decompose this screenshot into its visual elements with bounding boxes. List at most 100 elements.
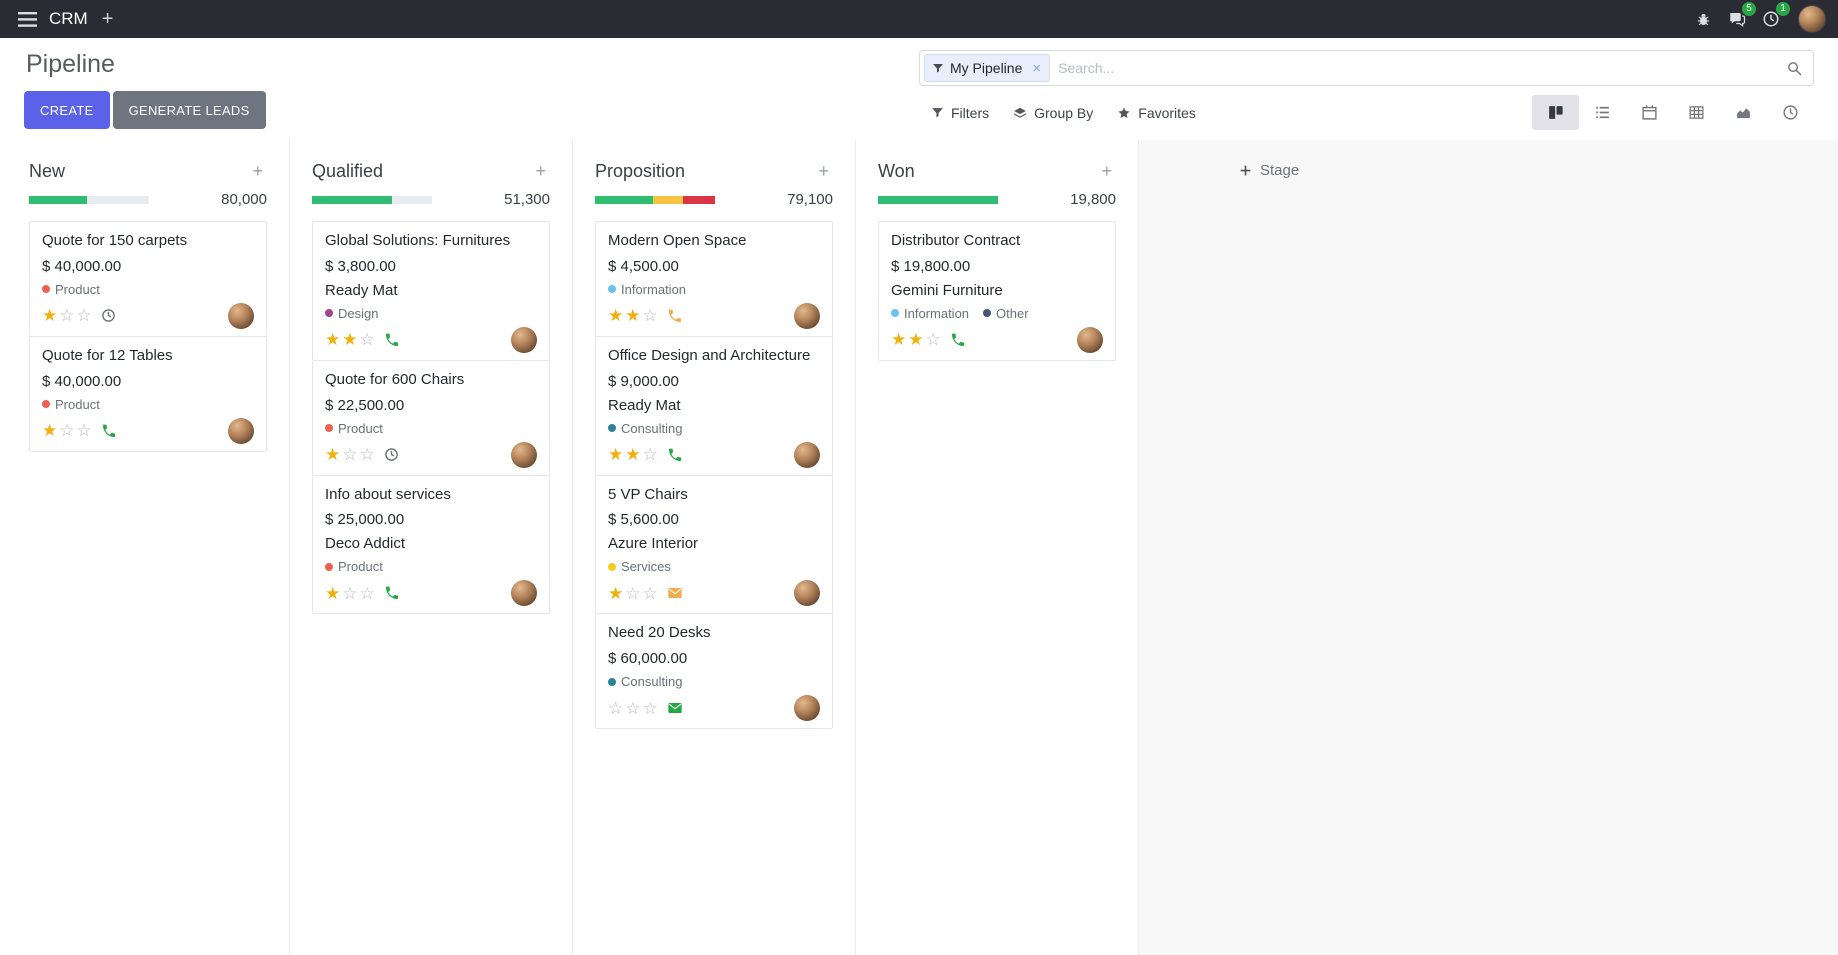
- view-graph-button[interactable]: [1720, 95, 1767, 130]
- kanban-card[interactable]: 5 VP Chairs $ 5,600.00 Azure Interior Servi…: [595, 474, 833, 615]
- priority-star-icon[interactable]: ☆: [625, 698, 641, 718]
- search-input[interactable]: [1050, 60, 1786, 76]
- priority-star-icon[interactable]: ★: [608, 445, 624, 464]
- progress-segment[interactable]: [29, 195, 87, 204]
- kanban-card[interactable]: Distributor Contract $ 19,800.00 Gemini Fu…: [878, 221, 1116, 361]
- user-avatar[interactable]: [1798, 5, 1826, 33]
- priority-stars[interactable]: ★ ★ ☆: [325, 331, 375, 348]
- view-activity-button[interactable]: [1767, 95, 1814, 130]
- column-progressbar[interactable]: [312, 195, 432, 204]
- progress-segment[interactable]: [595, 195, 653, 204]
- progress-segment[interactable]: [312, 195, 393, 204]
- card-avatar[interactable]: [228, 417, 254, 444]
- activity-clock-icon[interactable]: [384, 447, 399, 462]
- priority-star-icon[interactable]: ☆: [359, 330, 375, 350]
- create-button[interactable]: CREATE: [24, 91, 110, 129]
- activity-phone-icon[interactable]: [101, 423, 117, 439]
- activity-clock-icon[interactable]: [101, 308, 116, 323]
- priority-star-icon[interactable]: ★: [608, 306, 624, 326]
- activity-phone-icon[interactable]: [950, 332, 966, 348]
- column-quick-add-button[interactable]: +: [252, 161, 263, 181]
- priority-stars[interactable]: ★ ☆ ☆: [325, 446, 375, 463]
- column-quick-add-button[interactable]: +: [1101, 161, 1112, 181]
- card-avatar[interactable]: [511, 326, 537, 353]
- column-progressbar[interactable]: [29, 195, 149, 204]
- kanban-card[interactable]: Office Design and Architecture $ 9,000.00…: [595, 335, 833, 476]
- column-progressbar[interactable]: [595, 195, 715, 204]
- card-avatar[interactable]: [794, 302, 820, 329]
- kanban-card[interactable]: Global Solutions: Furnitures $ 3,800.00 Re…: [312, 221, 550, 361]
- activity-phone-icon[interactable]: [667, 447, 683, 463]
- apps-menu-button[interactable]: [10, 6, 45, 33]
- view-kanban-button[interactable]: [1532, 95, 1579, 130]
- priority-star-icon[interactable]: ☆: [359, 583, 375, 603]
- priority-star-icon[interactable]: ☆: [359, 445, 375, 464]
- favorites-button[interactable]: Favorites: [1105, 97, 1208, 129]
- activity-envelope-icon[interactable]: [667, 585, 683, 601]
- priority-star-icon[interactable]: ★: [908, 330, 924, 350]
- priority-star-icon[interactable]: ☆: [59, 306, 75, 326]
- card-avatar[interactable]: [511, 441, 537, 468]
- priority-star-icon[interactable]: ★: [325, 445, 341, 464]
- priority-star-icon[interactable]: ★: [325, 583, 341, 603]
- priority-stars[interactable]: ★ ☆ ☆: [42, 307, 92, 324]
- priority-star-icon[interactable]: ★: [891, 330, 907, 350]
- activity-phone-icon[interactable]: [384, 332, 400, 348]
- kanban-card[interactable]: Quote for 12 Tables $ 40,000.00 Product ★ ☆ ☆: [29, 335, 267, 452]
- priority-star-icon[interactable]: ☆: [76, 306, 92, 326]
- priority-star-icon[interactable]: ☆: [342, 583, 358, 603]
- priority-star-icon[interactable]: ★: [625, 306, 641, 326]
- priority-star-icon[interactable]: ★: [608, 583, 624, 603]
- priority-stars[interactable]: ★ ☆ ☆: [42, 422, 92, 439]
- systray-add-button[interactable]: +: [94, 8, 122, 31]
- activity-phone-icon[interactable]: [667, 308, 683, 324]
- activity-phone-icon[interactable]: [384, 585, 400, 601]
- activity-envelope-icon[interactable]: [667, 700, 683, 716]
- card-avatar[interactable]: [228, 302, 254, 329]
- group-by-button[interactable]: Group By: [1001, 97, 1105, 129]
- filters-button[interactable]: Filters: [919, 97, 1001, 129]
- messages-menu-button[interactable]: 5: [1720, 2, 1756, 34]
- progress-segment[interactable]: [652, 195, 683, 204]
- priority-star-icon[interactable]: ☆: [925, 330, 941, 350]
- search-icon[interactable]: [1786, 60, 1803, 77]
- activities-menu-button[interactable]: 1: [1754, 2, 1790, 34]
- card-avatar[interactable]: [511, 580, 537, 607]
- search-facet[interactable]: My Pipeline ×: [924, 54, 1051, 82]
- priority-star-icon[interactable]: ☆: [76, 421, 92, 440]
- priority-star-icon[interactable]: ☆: [342, 445, 358, 464]
- priority-star-icon[interactable]: ☆: [59, 421, 75, 440]
- view-calendar-button[interactable]: [1626, 95, 1673, 130]
- column-progressbar[interactable]: [878, 195, 998, 204]
- priority-star-icon[interactable]: ☆: [642, 583, 658, 603]
- kanban-card[interactable]: Modern Open Space $ 4,500.00 Information ★ ★…: [595, 221, 833, 337]
- priority-star-icon[interactable]: ★: [325, 330, 341, 350]
- priority-star-icon[interactable]: ☆: [642, 306, 658, 326]
- priority-star-icon[interactable]: ★: [625, 445, 641, 464]
- kanban-card[interactable]: Need 20 Desks $ 60,000.00 Consulting ☆ ☆ ☆: [595, 613, 833, 729]
- progress-segment[interactable]: [878, 195, 998, 204]
- card-avatar[interactable]: [794, 580, 820, 607]
- priority-star-icon[interactable]: ☆: [625, 583, 641, 603]
- priority-stars[interactable]: ☆ ☆ ☆: [608, 700, 658, 717]
- priority-stars[interactable]: ★ ☆ ☆: [325, 585, 375, 602]
- card-avatar[interactable]: [1077, 326, 1103, 353]
- kanban-card[interactable]: Quote for 600 Chairs $ 22,500.00 Product ★ ☆…: [312, 359, 550, 476]
- progress-segment[interactable]: [682, 195, 715, 204]
- search-bar[interactable]: My Pipeline ×: [919, 50, 1814, 86]
- kanban-card[interactable]: Quote for 150 carpets $ 40,000.00 Product ★…: [29, 221, 267, 337]
- priority-star-icon[interactable]: ☆: [608, 698, 624, 718]
- facet-remove-icon[interactable]: ×: [1032, 59, 1042, 77]
- priority-star-icon[interactable]: ★: [342, 330, 358, 350]
- priority-stars[interactable]: ★ ★ ☆: [608, 307, 658, 324]
- priority-star-icon[interactable]: ★: [42, 306, 58, 326]
- column-quick-add-button[interactable]: +: [535, 161, 546, 181]
- priority-stars[interactable]: ★ ★ ☆: [891, 331, 941, 348]
- priority-star-icon[interactable]: ☆: [642, 698, 658, 718]
- card-avatar[interactable]: [794, 441, 820, 468]
- priority-star-icon[interactable]: ★: [42, 421, 58, 440]
- add-stage-button[interactable]: Stage: [1239, 162, 1299, 179]
- view-list-button[interactable]: [1579, 95, 1626, 130]
- generate-leads-button[interactable]: GENERATE LEADS: [112, 91, 266, 129]
- kanban-card[interactable]: Info about services $ 25,000.00 Deco Addic…: [312, 474, 550, 615]
